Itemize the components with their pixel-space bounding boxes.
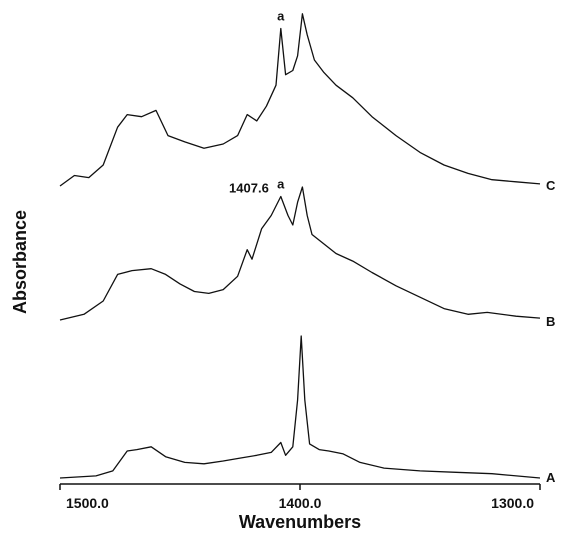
x-axis-ticks: 1500.0 1400.0 1300.0 bbox=[59, 484, 541, 511]
peak-wavenumber-label: 1407.6 bbox=[229, 181, 269, 196]
x-axis-title: Wavenumbers bbox=[239, 512, 361, 532]
trace-b-label: B bbox=[546, 314, 555, 329]
x-tick-label: 1300.0 bbox=[491, 495, 534, 511]
peak-marker-c: a bbox=[277, 9, 285, 24]
y-axis-title: Absorbance bbox=[10, 210, 30, 314]
trace-c-line bbox=[59, 13, 541, 187]
spectrum-traces: A B C bbox=[59, 13, 556, 485]
trace-b-line bbox=[59, 186, 541, 321]
x-tick-label: 1500.0 bbox=[66, 495, 109, 511]
x-tick-label: 1400.0 bbox=[279, 495, 322, 511]
trace-a-line bbox=[59, 335, 541, 479]
annotations: a a 1407.6 bbox=[229, 9, 285, 196]
trace-a-label: A bbox=[546, 470, 556, 485]
peak-marker-b: a bbox=[277, 177, 285, 192]
trace-c-label: C bbox=[546, 178, 556, 193]
